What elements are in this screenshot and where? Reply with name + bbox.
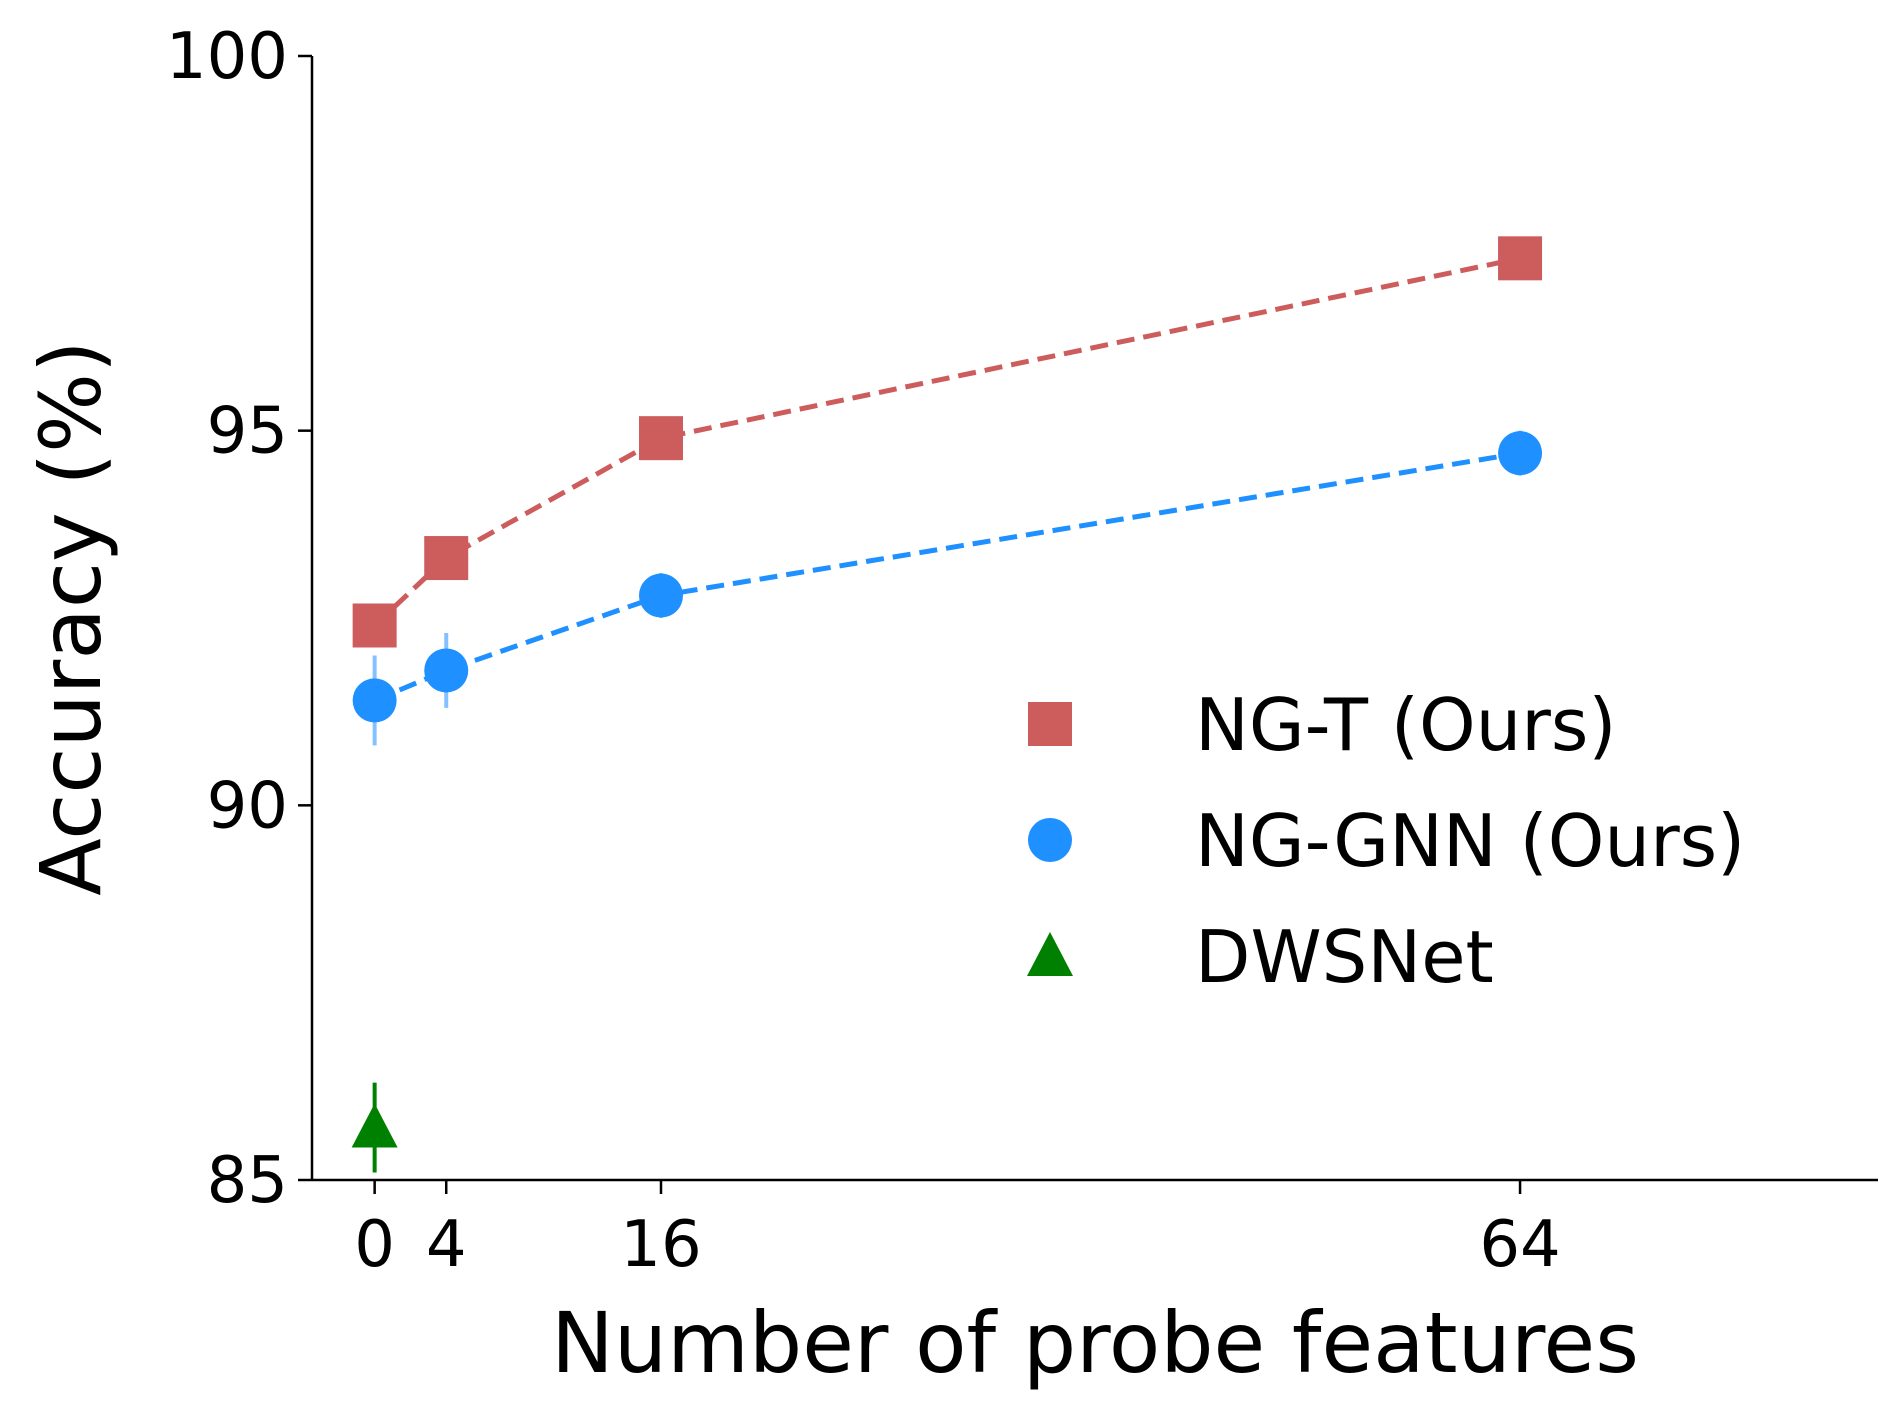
y-tick-label-100: 100 bbox=[166, 20, 288, 94]
y-axis-label: Accuracy (%) bbox=[22, 340, 120, 896]
data-point bbox=[424, 648, 469, 693]
x-tick-label-16: 16 bbox=[620, 1208, 701, 1282]
x-axis-label: Number of probe features bbox=[551, 1294, 1639, 1392]
data-point bbox=[1498, 431, 1543, 476]
legend-item: DWSNet bbox=[1027, 915, 1494, 999]
series-line bbox=[373, 450, 1521, 703]
x-tick-label-0: 0 bbox=[354, 1208, 395, 1282]
data-point bbox=[1498, 236, 1543, 281]
legend-label: DWSNet bbox=[1195, 915, 1494, 999]
x-tick-label-4: 4 bbox=[426, 1208, 467, 1282]
legend-item: NG-T (Ours) bbox=[1028, 683, 1617, 767]
series-line bbox=[372, 255, 1521, 628]
data-point bbox=[352, 603, 397, 648]
legend-label: NG-T (Ours) bbox=[1195, 683, 1617, 767]
y-tick-label-85: 85 bbox=[207, 1144, 288, 1218]
data-point bbox=[424, 536, 469, 581]
x-tick-label-64: 64 bbox=[1479, 1208, 1560, 1282]
legend-item: NG-GNN (Ours) bbox=[1028, 799, 1745, 883]
data-point bbox=[352, 678, 397, 723]
series-layer bbox=[351, 236, 1543, 1173]
series-dwsnet bbox=[351, 1082, 398, 1173]
legend-marker bbox=[1028, 702, 1072, 746]
data-point bbox=[351, 1103, 398, 1148]
legend-marker bbox=[1027, 932, 1073, 976]
legend: NG-T (Ours) NG-GNN (Ours) DWSNet bbox=[1027, 683, 1745, 999]
series-ng-t-ours bbox=[352, 236, 1543, 648]
y-tick-label-90: 90 bbox=[207, 769, 288, 843]
data-point bbox=[638, 573, 683, 618]
legend-marker bbox=[1028, 818, 1072, 862]
y-tick-label-95: 95 bbox=[207, 395, 288, 469]
legend-label: NG-GNN (Ours) bbox=[1195, 799, 1745, 883]
axis-ticks: 85 90 95 100 0 4 16 64 bbox=[166, 20, 1561, 1282]
series-ng-gnn-ours bbox=[352, 430, 1543, 746]
data-point bbox=[638, 416, 683, 461]
